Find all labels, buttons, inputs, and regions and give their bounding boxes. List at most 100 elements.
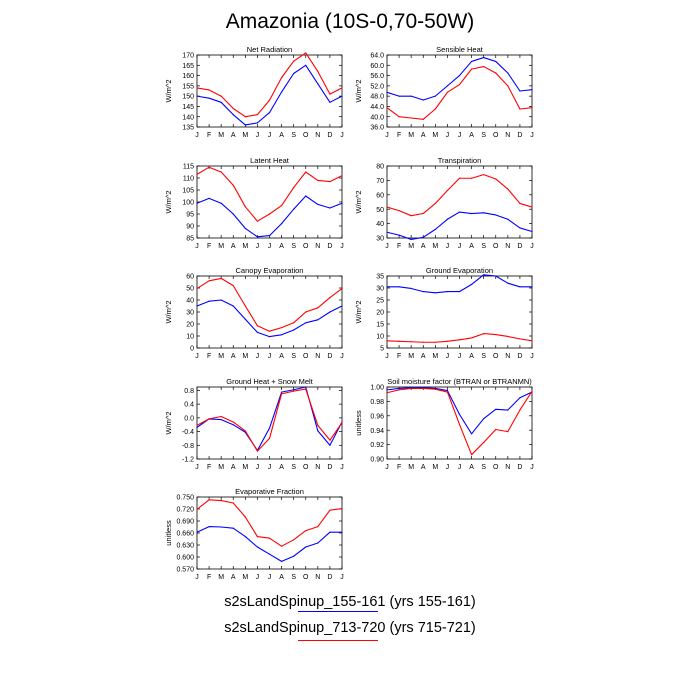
plot-frame: [196, 275, 343, 349]
data-point: [470, 337, 473, 339]
x-tick-label: A: [469, 464, 474, 471]
x-tick-label: A: [279, 464, 284, 471]
x-tick-label: M: [408, 132, 414, 139]
data-point: [293, 187, 295, 189]
data-point: [483, 441, 485, 444]
data-point: [422, 118, 424, 120]
data-point: [293, 322, 295, 324]
data-point: [293, 72, 295, 75]
x-tick-label: M: [218, 464, 224, 471]
y-tick-label: 90: [186, 224, 194, 231]
data-point: [256, 450, 259, 452]
x-tick-label: J: [446, 464, 450, 471]
data-point: [495, 60, 497, 63]
y-tick-label: 60: [186, 274, 194, 281]
x-tick-label: M: [408, 464, 414, 471]
y-tick-label: 1.00: [370, 385, 384, 392]
x-tick-label: M: [218, 574, 224, 581]
data-point: [208, 280, 210, 282]
legend-entry-2: s2sLandSpinup_713-720 (yrs 715-721): [224, 620, 476, 636]
data-point: [244, 124, 246, 126]
x-tick-label: O: [303, 574, 309, 581]
x-tick-label: A: [469, 353, 474, 360]
x-tick-label: M: [432, 132, 438, 139]
x-tick-label: J: [385, 243, 389, 250]
y-tick-label: 15: [376, 322, 384, 329]
data-point: [256, 325, 259, 327]
data-point: [507, 335, 509, 338]
x-tick-label: J: [268, 132, 272, 139]
data-point: [244, 516, 246, 518]
data-point: [305, 386, 307, 388]
data-point: [422, 387, 424, 390]
y-tick-label: -0.4: [182, 429, 194, 436]
data-point: [280, 391, 283, 393]
x-tick-label: J: [530, 132, 534, 139]
y-tick-label: 56.0: [370, 73, 384, 80]
data-point: [305, 546, 307, 548]
panel-title: Ground Heat + Snow Melt: [226, 377, 313, 386]
x-tick-label: M: [218, 132, 224, 139]
y-tick-label: 0.660: [176, 531, 194, 538]
data-point: [434, 228, 436, 230]
data-point: [280, 560, 283, 563]
data-point: [280, 334, 283, 336]
data-point: [305, 388, 307, 390]
y-tick-label: 150: [182, 94, 194, 101]
y-tick-label: 105: [182, 188, 194, 195]
x-tick-label: M: [218, 243, 224, 250]
x-tick-label: F: [397, 132, 401, 139]
plot-frame: [386, 165, 533, 239]
x-tick-label: A: [231, 464, 236, 471]
data-point: [244, 227, 246, 229]
x-tick-label: N: [505, 132, 510, 139]
data-point: [434, 202, 436, 205]
data-point: [232, 527, 234, 529]
x-tick-label: J: [268, 243, 272, 250]
x-tick-label: N: [505, 243, 510, 250]
data-point: [268, 99, 271, 101]
y-tick-label: 115: [183, 164, 194, 171]
y-tick-label: 20: [186, 322, 194, 329]
data-point: [410, 95, 412, 97]
data-point: [232, 305, 234, 307]
data-point: [196, 87, 198, 89]
y-tick-label: 35: [376, 274, 384, 281]
data-point: [422, 212, 424, 215]
data-point: [446, 218, 449, 220]
y-tick-label: 155: [182, 83, 194, 90]
data-point: [446, 391, 449, 393]
data-point: [280, 91, 283, 93]
data-point: [329, 444, 331, 446]
data-point: [507, 72, 509, 74]
data-point: [470, 68, 473, 70]
x-tick-label: J: [446, 132, 450, 139]
x-tick-label: S: [291, 464, 296, 471]
x-tick-label: J: [458, 464, 462, 471]
y-tick-label: 20: [376, 310, 384, 317]
x-tick-label: D: [327, 464, 332, 471]
chart-panel-8: Soil moisture factor (BTRAN or BTRANMN) 0…: [354, 377, 534, 471]
data-point: [280, 205, 283, 207]
data-point: [531, 390, 533, 392]
data-point: [507, 282, 509, 284]
x-tick-label: O: [493, 243, 499, 250]
data-point: [220, 299, 222, 301]
x-tick-label: A: [231, 132, 236, 139]
y-axis-label: W/m^2: [164, 190, 173, 213]
y-tick-label: 30: [376, 286, 384, 293]
data-point: [329, 101, 331, 103]
x-tick-label: N: [315, 464, 320, 471]
data-point: [434, 108, 436, 110]
data-point: [434, 95, 436, 97]
chart-panel-2: Sensible Heat 36.0 40.0 44.0 48.0 52.0 56.0 60.…: [354, 45, 534, 139]
data-point: [317, 307, 319, 309]
y-tick-label: 0.94: [370, 428, 384, 435]
data-point: [232, 184, 234, 186]
data-point: [196, 95, 198, 97]
x-tick-label: J: [256, 574, 260, 581]
data-point: [329, 297, 331, 299]
